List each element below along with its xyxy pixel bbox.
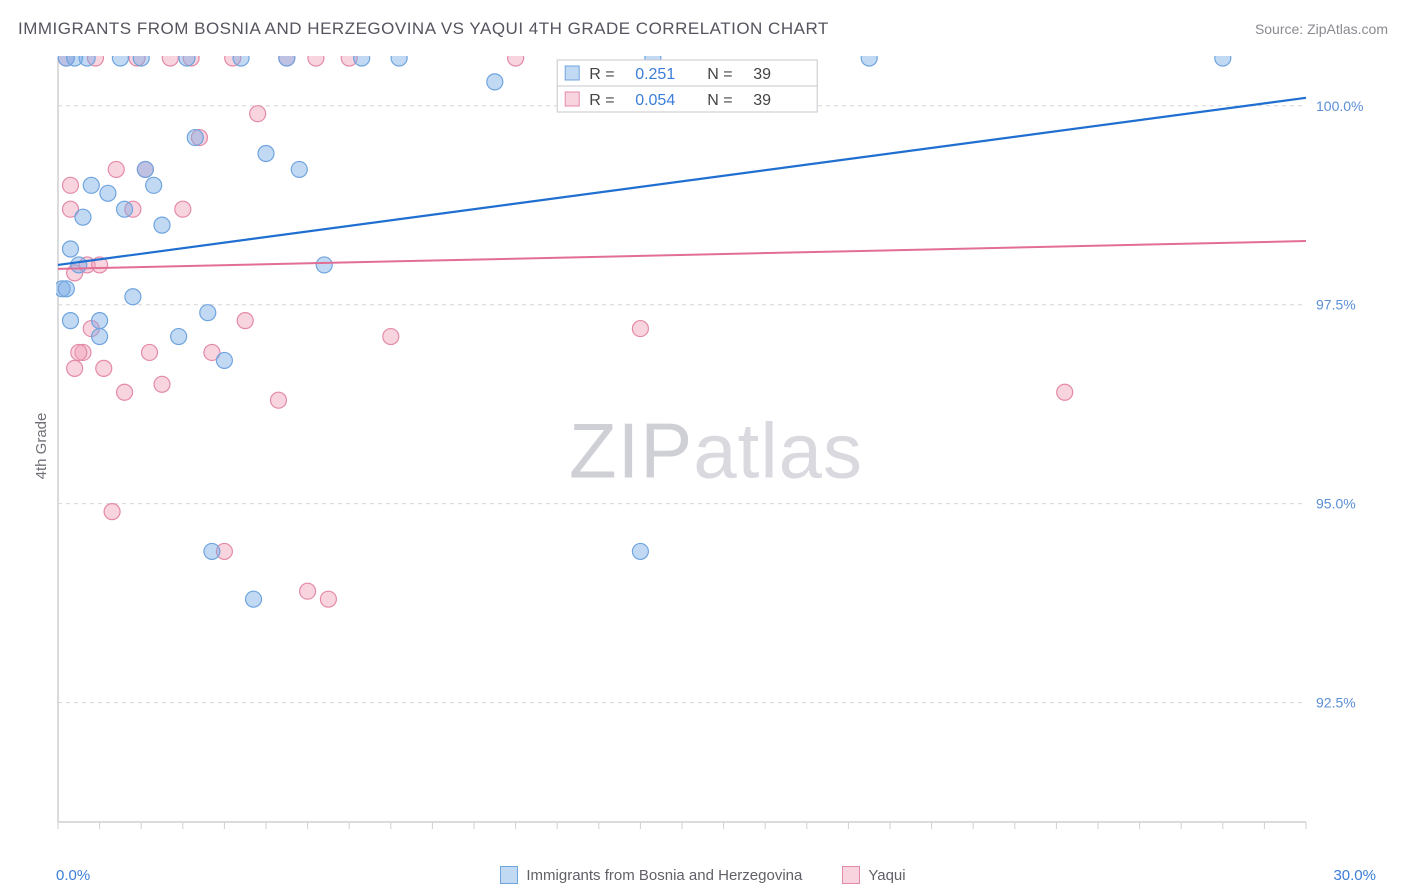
svg-text:39: 39 [753,92,771,109]
svg-text:0.054: 0.054 [635,92,675,109]
source-label: Source: ZipAtlas.com [1255,21,1388,37]
svg-text:39: 39 [753,66,771,83]
svg-text:N =: N = [707,66,732,83]
svg-text:R =: R = [589,66,614,83]
svg-text:N =: N = [707,92,732,109]
legend-label-0: Immigrants from Bosnia and Herzegovina [526,867,802,884]
svg-text:95.0%: 95.0% [1316,496,1356,512]
bottom-legend: Immigrants from Bosnia and Herzegovina Y… [0,866,1406,884]
svg-text:0.251: 0.251 [635,66,675,83]
legend-entry-series-0: Immigrants from Bosnia and Herzegovina [500,866,802,884]
svg-text:R =: R = [589,92,614,109]
plot-area: 92.5% 95.0% 97.5% 100.0% R = 0.251 N = 39 R = 0.0… [56,56,1376,846]
legend-swatch-0 [500,866,518,884]
legend-entry-series-1: Yaqui [842,866,905,884]
svg-text:97.5%: 97.5% [1316,297,1356,313]
chart-title: IMMIGRANTS FROM BOSNIA AND HERZEGOVINA V… [18,19,829,39]
svg-text:92.5%: 92.5% [1316,695,1356,711]
legend-swatch-1 [842,866,860,884]
svg-text:100.0%: 100.0% [1316,98,1363,114]
legend-label-1: Yaqui [868,867,905,884]
chart-svg: 92.5% 95.0% 97.5% 100.0% R = 0.251 N = 39 R = 0.0… [56,56,1376,846]
y-axis-title: 4th Grade [33,413,50,480]
